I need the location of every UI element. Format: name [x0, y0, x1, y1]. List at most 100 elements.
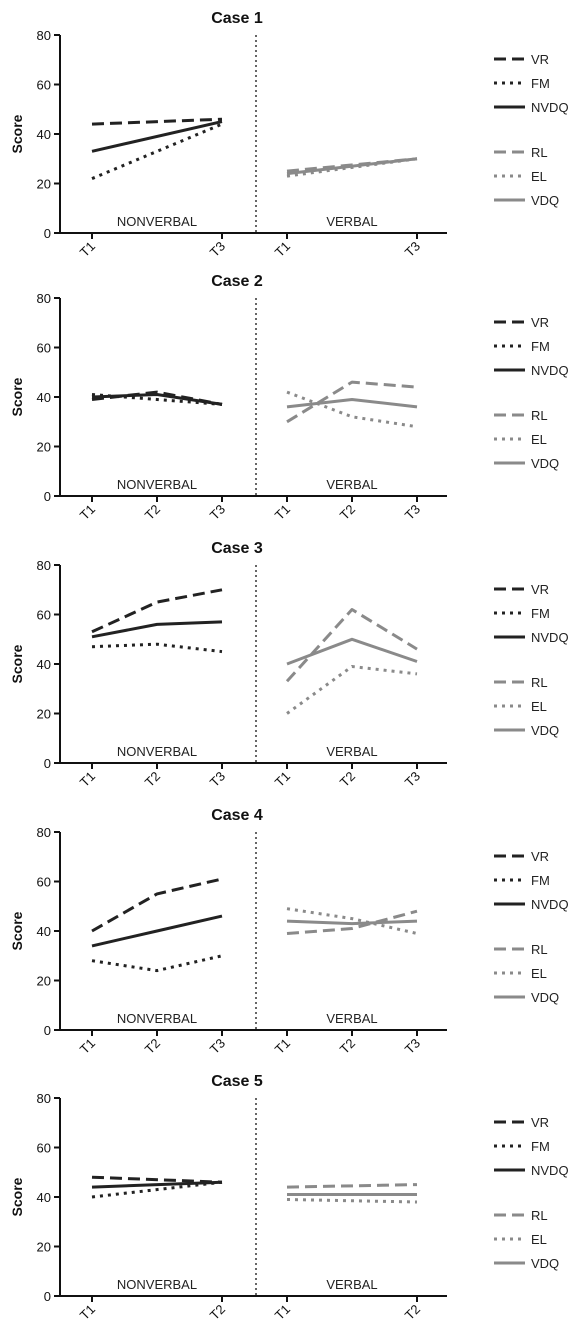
legend-label-vdq: VDQ — [531, 193, 559, 208]
x-tick-label: T3 — [402, 239, 423, 260]
legend-label-vdq: VDQ — [531, 723, 559, 738]
y-tick-label: 0 — [44, 1023, 51, 1038]
verbal-series-el — [286, 665, 418, 715]
x-tick-label: T3 — [207, 769, 228, 790]
nonverbal-section-label: NONVERBAL — [117, 214, 197, 229]
nonverbal-series-fm — [91, 642, 223, 654]
legend: VR FM NVDQ RL EL VDQ — [494, 582, 569, 738]
y-tick-label: 60 — [37, 608, 51, 623]
y-tick-label: 20 — [37, 1240, 51, 1255]
verbal-series-rl — [285, 608, 418, 683]
x-tick-label: T2 — [402, 1302, 423, 1323]
nonverbal-series-vr — [91, 117, 223, 126]
verbal-series-vdq — [286, 398, 418, 409]
verbal-series-vdq — [286, 919, 418, 926]
legend-label-el: EL — [531, 966, 547, 981]
verbal-series-el — [286, 390, 418, 429]
legend-label-rl: RL — [531, 942, 548, 957]
nonverbal-series-fm — [91, 954, 223, 973]
nonverbal-section-label: NONVERBAL — [117, 477, 197, 492]
verbal-section-label: VERBAL — [326, 477, 377, 492]
y-tick-label: 40 — [37, 924, 51, 939]
y-axis-label: Score — [9, 644, 25, 683]
legend-label-el: EL — [531, 699, 547, 714]
nonverbal-series-vr — [91, 877, 223, 933]
legend: VR FM NVDQ RL EL VDQ — [494, 52, 569, 208]
chart-case-3: Case 3 Score 0 20 40 60 80 T1 T2 T3 T1 T2 T3 NONVERBA… — [9, 540, 569, 790]
legend-label-nvdq: NVDQ — [531, 100, 569, 115]
x-tick-label: T1 — [77, 769, 98, 790]
legend-label-nvdq: NVDQ — [531, 363, 569, 378]
nonverbal-series-nvdq — [91, 393, 223, 406]
y-axis-label: Score — [9, 1177, 25, 1216]
nonverbal-series-nvdq — [91, 1180, 223, 1189]
y-tick-label: 20 — [37, 707, 51, 722]
y-tick-label: 0 — [44, 1289, 51, 1304]
legend-label-el: EL — [531, 1232, 547, 1247]
x-tick-label: T3 — [207, 502, 228, 523]
y-tick-label: 80 — [37, 291, 51, 306]
x-tick-label: T3 — [207, 1036, 228, 1057]
x-tick-label: T1 — [272, 1036, 293, 1057]
legend-label-vr: VR — [531, 849, 549, 864]
legend-label-vr: VR — [531, 1115, 549, 1130]
y-tick-label: 60 — [37, 78, 51, 93]
verbal-section-label: VERBAL — [326, 214, 377, 229]
legend-label-fm: FM — [531, 1139, 550, 1154]
y-tick-label: 40 — [37, 127, 51, 142]
y-tick-label: 20 — [37, 974, 51, 989]
nonverbal-series-nvdq — [91, 120, 223, 153]
nonverbal-section-label: NONVERBAL — [117, 1011, 197, 1026]
nonverbal-series-fm — [91, 1180, 223, 1199]
verbal-series-rl — [286, 380, 418, 424]
x-tick-label: T3 — [402, 1036, 423, 1057]
nonverbal-series-vr — [91, 588, 223, 634]
verbal-series-el — [286, 907, 418, 935]
nonverbal-series-vr — [91, 1175, 223, 1184]
chart-title: Case 5 — [211, 1073, 263, 1090]
legend-label-nvdq: NVDQ — [531, 1163, 569, 1178]
y-tick-label: 20 — [37, 177, 51, 192]
legend-label-fm: FM — [531, 339, 550, 354]
legend-label-fm: FM — [531, 76, 550, 91]
verbal-series-rl — [286, 909, 418, 935]
y-tick-label: 80 — [37, 28, 51, 43]
legend: VR FM NVDQ RL EL VDQ — [494, 315, 569, 471]
y-tick-label: 20 — [37, 440, 51, 455]
x-tick-label: T2 — [142, 502, 163, 523]
y-tick-label: 0 — [44, 226, 51, 241]
x-tick-label: T1 — [272, 502, 293, 523]
legend-label-rl: RL — [531, 408, 548, 423]
y-tick-label: 40 — [37, 390, 51, 405]
x-tick-label: T3 — [207, 239, 228, 260]
y-tick-label: 80 — [37, 1091, 51, 1106]
nonverbal-section-label: NONVERBAL — [117, 744, 197, 759]
legend-label-rl: RL — [531, 675, 548, 690]
chart-title: Case 2 — [211, 273, 263, 290]
x-tick-label: T1 — [272, 769, 293, 790]
nonverbal-series-fm — [91, 393, 223, 406]
legend-label-nvdq: NVDQ — [531, 630, 569, 645]
legend-label-vdq: VDQ — [531, 456, 559, 471]
y-axis-label: Score — [9, 377, 25, 416]
x-tick-label: T2 — [207, 1302, 228, 1323]
x-tick-label: T1 — [77, 502, 98, 523]
x-tick-label: T1 — [272, 1302, 293, 1323]
legend-label-vdq: VDQ — [531, 1256, 559, 1271]
legend-label-rl: RL — [531, 145, 548, 160]
y-tick-label: 40 — [37, 1190, 51, 1205]
legend-label-el: EL — [531, 169, 547, 184]
y-axis-label: Score — [9, 911, 25, 950]
x-tick-label: T1 — [77, 1036, 98, 1057]
y-tick-label: 40 — [37, 657, 51, 672]
x-tick-label: T3 — [402, 502, 423, 523]
legend-label-el: EL — [531, 432, 547, 447]
nonverbal-series-fm — [91, 122, 223, 180]
legend-label-rl: RL — [531, 1208, 548, 1223]
y-tick-label: 60 — [37, 1141, 51, 1156]
verbal-section-label: VERBAL — [326, 1011, 377, 1026]
legend-label-nvdq: NVDQ — [531, 897, 569, 912]
nonverbal-series-nvdq — [91, 914, 223, 948]
x-tick-label: T2 — [337, 1036, 358, 1057]
x-tick-label: T2 — [142, 1036, 163, 1057]
